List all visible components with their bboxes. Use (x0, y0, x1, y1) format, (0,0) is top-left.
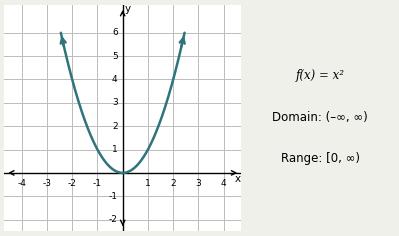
Text: 2: 2 (170, 179, 176, 188)
Text: f(x) = x²: f(x) = x² (296, 69, 345, 82)
Text: 4: 4 (221, 179, 227, 188)
Text: 6: 6 (112, 28, 118, 37)
Text: 1: 1 (145, 179, 151, 188)
Text: Range: [0, ∞): Range: [0, ∞) (281, 152, 359, 165)
Text: 1: 1 (112, 145, 118, 154)
Text: y: y (125, 4, 131, 14)
Text: 3: 3 (112, 98, 118, 107)
Text: -1: -1 (93, 179, 102, 188)
Text: 3: 3 (196, 179, 201, 188)
Text: -2: -2 (68, 179, 77, 188)
Text: -1: -1 (109, 192, 118, 201)
Text: 2: 2 (112, 122, 118, 131)
Text: 5: 5 (112, 52, 118, 61)
Text: x: x (235, 174, 241, 184)
Text: -2: -2 (109, 215, 118, 224)
Text: 4: 4 (112, 75, 118, 84)
Text: -4: -4 (17, 179, 26, 188)
Text: -3: -3 (42, 179, 51, 188)
Text: Domain: (–∞, ∞): Domain: (–∞, ∞) (273, 111, 368, 125)
